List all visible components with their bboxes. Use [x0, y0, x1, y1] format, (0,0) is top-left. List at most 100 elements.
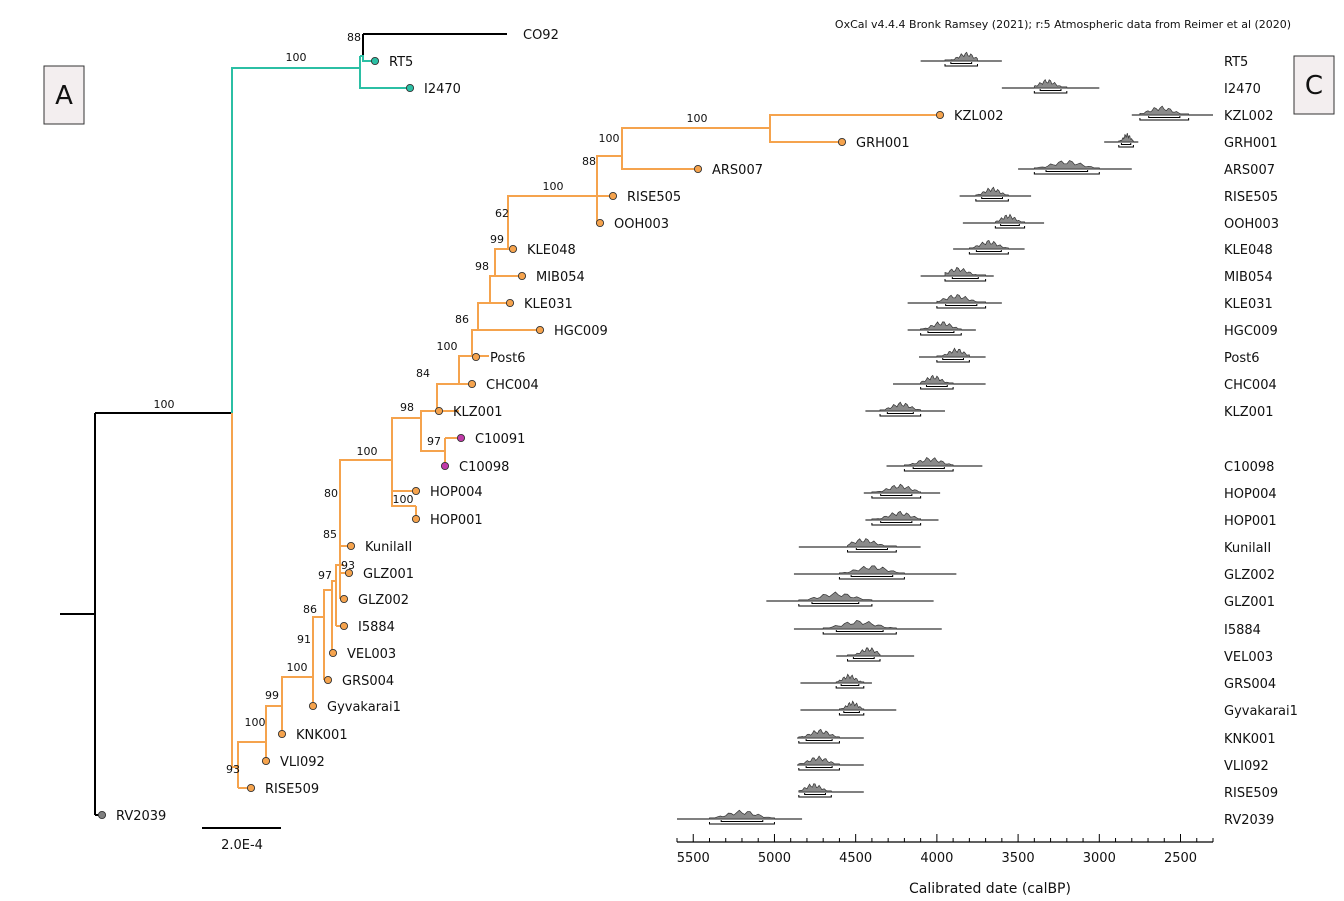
tip-label-glz001: GLZ001: [363, 567, 414, 582]
cal-label-rise509: RISE509: [1224, 786, 1278, 801]
cal-label-rt5: RT5: [1224, 55, 1248, 70]
support-main: 100: [357, 445, 378, 458]
tip-label-i2470: I2470: [424, 82, 461, 97]
tip-marker-rise505: [608, 191, 618, 201]
cal-hpd-95: [798, 768, 840, 771]
scale-bar-label: 2.0E-4: [221, 838, 263, 853]
tip-label-rise505: RISE505: [627, 190, 681, 205]
cal-hpd-95: [1139, 118, 1190, 121]
branch-ancient-clade: [231, 67, 360, 413]
cal-row-ars007: [1018, 160, 1132, 175]
cal-label-mib054: MIB054: [1224, 270, 1273, 285]
cal-hpd-95: [871, 523, 922, 526]
tip-marker-kunilaii: [346, 541, 356, 551]
calibration-panel: OxCal v4.4.4 Bronk Ramsey (2021); r:5 At…: [676, 18, 1335, 897]
tip-label-c10091: C10091: [475, 432, 525, 447]
tip-label-kunilaii: KunilaII: [365, 540, 412, 555]
cal-label-grh001: GRH001: [1224, 136, 1278, 151]
cal-label-glz001: GLZ001: [1224, 595, 1275, 610]
tip-marker-i5884: [339, 621, 349, 631]
cal-row-rv2039: [677, 809, 803, 825]
panel-a-letter: A: [55, 81, 73, 111]
cal-row-glz001: [766, 591, 934, 607]
tip-label-glz002: GLZ002: [358, 593, 409, 608]
cal-row-mib054: [920, 266, 994, 282]
branch-mib-node: [494, 248, 522, 277]
tip-marker-kzl002: [935, 110, 945, 120]
cal-hpd-68: [805, 766, 833, 768]
cal-row-gyvakarai1: [800, 700, 897, 716]
support-hop_parent: 80: [324, 487, 338, 500]
cal-row-hop001: [865, 510, 939, 526]
cal-density: [798, 728, 840, 739]
cal-hpd-95: [1033, 172, 1100, 175]
cal-label-glz002: GLZ002: [1224, 568, 1275, 583]
cal-hpd-68: [804, 793, 826, 795]
cal-label-vel003: VEL003: [1224, 650, 1273, 665]
cal-label-post6: Post6: [1224, 351, 1259, 366]
tip-label-hgc009: HGC009: [554, 324, 608, 339]
support-mib: 99: [490, 233, 504, 246]
tip-marker-rt5: [370, 56, 380, 66]
tip-label-kle031: KLE031: [524, 297, 573, 312]
branch-gyv-node: [281, 676, 313, 734]
cal-density: [871, 510, 921, 521]
cal-label-c10098: C10098: [1224, 460, 1274, 475]
cal-row-kunilaii: [798, 538, 921, 553]
branch-c10-parent: [391, 417, 421, 460]
cal-hpd-95: [838, 713, 865, 716]
cal-label-klz001: KLZ001: [1224, 405, 1274, 420]
tip-label-rv2039: RV2039: [116, 809, 166, 824]
tip-marker-post6: [471, 352, 481, 362]
cal-density: [936, 294, 986, 304]
cal-row-kzl002: [1131, 105, 1213, 121]
cal-hpd-68: [950, 62, 973, 64]
tip-marker-rv2039: [97, 810, 107, 820]
tip-marker-mib054: [517, 271, 527, 281]
cal-hpd-68: [880, 521, 913, 523]
cal-row-knk001: [797, 728, 864, 744]
branch-knk-node: [265, 705, 282, 761]
x-axis-label: Calibrated date (calBP): [909, 881, 1071, 897]
tip-marker-hgc009: [535, 325, 545, 335]
cal-hpd-95: [975, 199, 1009, 202]
cal-row-i2470: [1001, 78, 1100, 94]
cal-hpd-95: [838, 577, 905, 580]
support-c10_parent: 98: [400, 401, 414, 414]
tip-label-co92: CO92: [523, 28, 559, 43]
cal-hpd-95: [944, 279, 987, 282]
support-rise505: 100: [543, 180, 564, 193]
cal-hpd-95: [968, 252, 1009, 255]
tip-label-klz001: KLZ001: [453, 405, 503, 420]
cal-label-kle031: KLE031: [1224, 297, 1273, 312]
cal-row-chc004: [893, 374, 986, 390]
cal-hpd-95: [847, 550, 897, 553]
cal-row-vli092: [797, 755, 864, 771]
cal-hpd-95: [920, 387, 954, 390]
branch-i2470: [359, 56, 410, 89]
cal-density: [839, 565, 905, 575]
cal-label-kzl002: KZL002: [1224, 109, 1274, 124]
tip-label-i5884: I5884: [358, 620, 395, 635]
tip-marker-ooh003: [595, 218, 605, 228]
cal-hpd-68: [880, 494, 913, 496]
support-root: 100: [154, 398, 175, 411]
tip-marker-gyvakarai1: [308, 701, 318, 711]
cal-row-rise509: [798, 783, 864, 798]
support-glz_pair: 93: [341, 559, 355, 572]
tip-marker-vli092: [261, 756, 271, 766]
support-bottom: 93: [226, 763, 240, 776]
cal-label-rv2039: RV2039: [1224, 813, 1274, 828]
tip-label-grh001: GRH001: [856, 136, 910, 151]
cal-hpd-68: [1120, 143, 1132, 145]
tip-label-knk001: KNK001: [296, 728, 348, 743]
tip-label-hop001: HOP001: [430, 513, 483, 528]
cal-hpd-68: [925, 385, 948, 387]
cal-hpd-68: [852, 657, 875, 659]
tip-label-hop004: HOP004: [430, 485, 483, 500]
panel-c-letter: C: [1305, 71, 1323, 101]
tip-label-ooh003: OOH003: [614, 217, 669, 232]
branch-orange-stem: [231, 413, 238, 768]
support-i5884: 86: [303, 603, 317, 616]
tip-marker-glz002: [339, 594, 349, 604]
